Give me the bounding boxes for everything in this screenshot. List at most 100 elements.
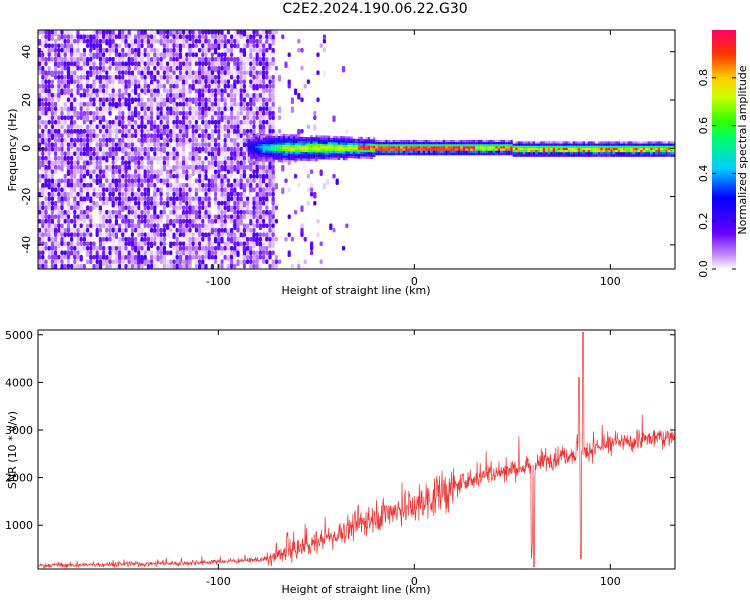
spectrogram-cell bbox=[47, 169, 51, 174]
spectrogram-cell bbox=[262, 146, 266, 149]
spectrogram-cell bbox=[57, 223, 61, 228]
spectrogram-cell bbox=[159, 219, 163, 224]
spectrogram-cell bbox=[140, 264, 144, 269]
spectrogram-cell bbox=[198, 133, 202, 138]
spectrogram-cell bbox=[118, 174, 122, 179]
spectrogram-cell bbox=[497, 150, 501, 154]
spectrogram-cell bbox=[86, 34, 90, 39]
spectrogram-cell bbox=[166, 223, 170, 230]
spectrogram-cell bbox=[580, 141, 583, 144]
spectrogram-cell bbox=[527, 143, 531, 146]
spectrogram-cell bbox=[169, 156, 173, 161]
spectrogram-cell bbox=[188, 165, 192, 170]
spectrogram-cell bbox=[565, 145, 568, 149]
colorbar-tick-label: 0.6 bbox=[697, 117, 710, 135]
spectrogram-cell bbox=[337, 136, 341, 139]
spectrogram-cell bbox=[497, 148, 501, 151]
spectrogram-cell bbox=[194, 39, 198, 44]
spectrogram-cell bbox=[230, 43, 234, 48]
spectrogram-cell bbox=[220, 205, 224, 210]
spectrogram-cell bbox=[330, 153, 333, 156]
spectrogram-cell bbox=[602, 147, 606, 151]
spectrogram-y-tick-label: -20 bbox=[20, 188, 33, 206]
spectrogram-cell bbox=[637, 147, 641, 151]
spectrogram-cell bbox=[370, 141, 373, 144]
spectrogram-cell bbox=[233, 97, 237, 102]
spectrogram-cell bbox=[282, 146, 286, 150]
spectrogram-cell bbox=[172, 174, 176, 179]
spectrogram-cell bbox=[265, 154, 268, 158]
spectrogram-cell bbox=[185, 264, 189, 269]
spectrogram-cell bbox=[387, 142, 391, 145]
spectrogram-cell bbox=[210, 156, 214, 161]
spectrogram-cell bbox=[297, 264, 301, 269]
spectrogram-cell bbox=[350, 145, 353, 148]
spectrogram-cell bbox=[210, 88, 214, 93]
spectrogram-cell bbox=[159, 165, 163, 170]
spectrogram-cell bbox=[302, 152, 306, 155]
spectrogram-cell bbox=[191, 250, 195, 255]
spectrogram-cell bbox=[108, 151, 112, 158]
spectrogram-cell bbox=[57, 30, 61, 35]
spectrogram-cell bbox=[134, 129, 138, 134]
spectrogram-cell bbox=[340, 140, 343, 143]
spectrogram-cell bbox=[265, 152, 268, 156]
spectrogram-cell bbox=[54, 165, 58, 170]
spectrogram-cell bbox=[252, 259, 256, 264]
spectrogram-cell bbox=[230, 75, 234, 80]
spectrogram-cell bbox=[73, 210, 77, 215]
spectrogram-cell bbox=[57, 255, 61, 260]
spectrogram-cell bbox=[262, 66, 266, 71]
spectrogram-cell bbox=[41, 147, 45, 152]
spectrogram-cell bbox=[204, 169, 208, 174]
spectrogram-cell bbox=[268, 120, 272, 125]
spectrogram-cell bbox=[570, 143, 573, 146]
spectrogram-cell bbox=[239, 133, 243, 138]
spectrogram-cell bbox=[236, 34, 240, 39]
spectrogram-cell bbox=[410, 142, 413, 145]
spectrogram-cell bbox=[76, 250, 80, 255]
spectrogram-cell bbox=[345, 142, 348, 146]
spectrogram-cell bbox=[150, 147, 154, 152]
spectrogram-cell bbox=[79, 223, 83, 228]
spectrogram-cell bbox=[510, 152, 513, 156]
spectrogram-cell bbox=[175, 43, 179, 48]
spectrogram-cell bbox=[332, 174, 336, 179]
spectrogram-cell bbox=[134, 169, 138, 174]
spectrogram-cell bbox=[204, 48, 208, 53]
spectrogram-cell bbox=[156, 255, 160, 262]
spectrogram-cell bbox=[194, 156, 198, 161]
spectrogram-cell bbox=[495, 150, 498, 154]
spectrogram-cell bbox=[370, 145, 373, 149]
spectrogram-cell bbox=[552, 145, 556, 149]
spectrogram-cell bbox=[169, 84, 173, 89]
spectrogram-cell bbox=[246, 210, 250, 215]
spectrogram-cell bbox=[86, 196, 90, 201]
spectrogram-cell bbox=[236, 142, 240, 147]
spectrogram-cell bbox=[146, 129, 150, 134]
spectrogram-cell bbox=[82, 30, 86, 35]
spectrogram-cell bbox=[246, 88, 250, 93]
spectrogram-cell bbox=[525, 145, 528, 149]
spectrogram-cell bbox=[166, 88, 170, 93]
spectrogram-cell bbox=[207, 228, 211, 233]
spectrogram-cell bbox=[140, 178, 144, 183]
spectrogram-cell bbox=[572, 147, 576, 151]
spectrogram-cell bbox=[560, 141, 563, 144]
spectrogram-cell bbox=[105, 151, 109, 156]
spectrogram-cell bbox=[166, 250, 170, 255]
spectrogram-cell bbox=[457, 148, 461, 151]
spectrogram-cell bbox=[105, 120, 109, 125]
spectrogram-cell bbox=[670, 150, 673, 153]
spectrogram-cell bbox=[527, 141, 531, 144]
spectrogram-cell bbox=[210, 43, 214, 50]
spectrogram-cell bbox=[300, 138, 303, 142]
spectrogram-cell bbox=[191, 111, 195, 116]
spectrogram-cell bbox=[262, 93, 266, 98]
spectrogram-cell bbox=[295, 138, 298, 142]
spectrogram-cell bbox=[207, 165, 211, 170]
spectrogram-cell bbox=[172, 255, 176, 260]
spectrogram-cell bbox=[267, 139, 271, 143]
spectrogram-cell bbox=[440, 146, 443, 149]
